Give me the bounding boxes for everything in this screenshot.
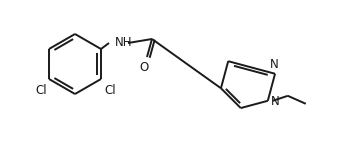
Text: Cl: Cl <box>35 84 47 97</box>
Text: N: N <box>270 58 279 71</box>
Text: Cl: Cl <box>104 84 115 97</box>
Text: NH: NH <box>115 36 132 49</box>
Text: O: O <box>139 61 149 74</box>
Text: N: N <box>271 95 280 108</box>
